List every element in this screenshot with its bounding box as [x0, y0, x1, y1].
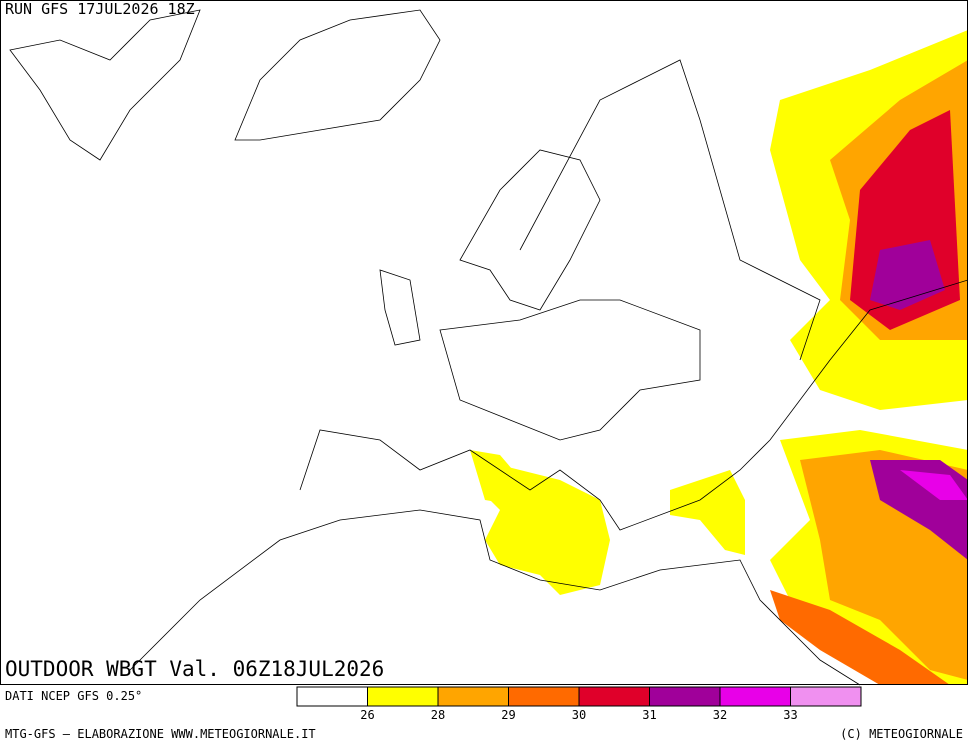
color-box [296, 686, 368, 707]
map-title: OUTDOOR WBGT Val. 06Z18JUL2026 [5, 657, 384, 681]
field-yellow [470, 450, 530, 505]
field-magenta [900, 470, 968, 500]
color-box [508, 686, 580, 707]
color-box [367, 686, 439, 707]
russia-border [519, 59, 821, 361]
color-tick-label: 26 [360, 708, 374, 722]
run-label: RUN GFS 17JUL2026 18Z [5, 0, 195, 18]
color-box [437, 686, 509, 707]
coast-africa [129, 509, 861, 686]
footer-left: MTG-GFS — ELABORAZIONE WWW.METEOGIORNALE… [5, 727, 316, 741]
color-tick-label: 28 [431, 708, 445, 722]
field-orange-dark [770, 590, 950, 685]
color-box [719, 686, 791, 707]
color-tick-label: 33 [783, 708, 797, 722]
britain [379, 269, 421, 346]
color-tick-label: 31 [642, 708, 656, 722]
color-tick-label: 32 [713, 708, 727, 722]
color-tick-label: 29 [501, 708, 515, 722]
footer-right: (C) METEOGIORNALE [840, 727, 963, 741]
central-europe [439, 299, 701, 441]
color-box [790, 686, 862, 707]
canada [9, 9, 201, 161]
map [9, 9, 968, 686]
scandinavia [459, 149, 601, 311]
coast-europe [299, 279, 968, 531]
source-label: DATI NCEP GFS 0.25° [5, 689, 142, 703]
color-bar: 26 28 29 30 31 32 33 [296, 686, 862, 722]
field-yellow [670, 470, 745, 555]
color-tick-label: 30 [572, 708, 586, 722]
color-box [649, 686, 721, 707]
color-box [578, 686, 650, 707]
greenland [234, 9, 441, 141]
